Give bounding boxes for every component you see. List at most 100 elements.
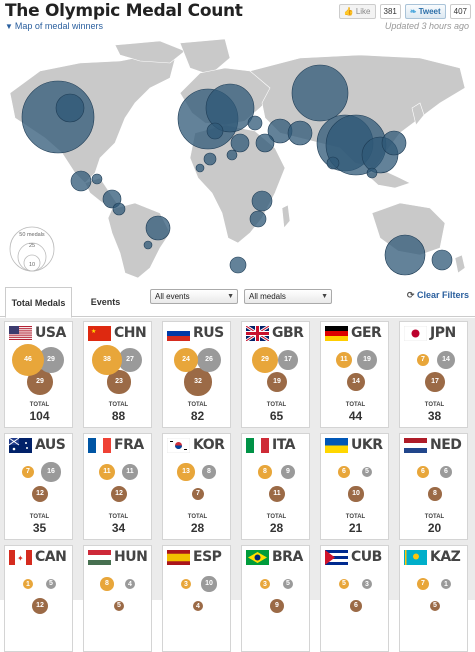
silver-medal-count[interactable]: 16 <box>41 462 61 482</box>
bubble-new-zealand[interactable] <box>431 249 453 271</box>
country-card-ned[interactable]: NED 6 6 8 TOTAL 20 <box>399 433 468 540</box>
silver-medal-count[interactable]: 5 <box>361 466 373 478</box>
gold-medal-count[interactable]: 6 <box>338 466 350 478</box>
bubble-morocco[interactable] <box>195 163 205 173</box>
bubble-mexico[interactable] <box>70 170 92 192</box>
country-card-usa[interactable]: USA 46 29 29 TOTAL 104 <box>4 321 73 428</box>
bubble-argentina[interactable] <box>143 240 153 250</box>
tab-events[interactable]: Events <box>90 297 121 307</box>
bubble-usa[interactable] <box>21 80 95 154</box>
bubble-iran[interactable] <box>287 120 313 146</box>
bronze-medal-count[interactable]: 12 <box>31 485 49 503</box>
country-card-ita[interactable]: ITA 8 9 11 TOTAL 28 <box>241 433 310 540</box>
silver-medal-count[interactable]: 14 <box>437 351 455 369</box>
gold-medal-count[interactable]: 7 <box>416 353 430 367</box>
country-card-gbr[interactable]: GBR 29 17 19 TOTAL 65 <box>241 321 310 428</box>
silver-medal-count[interactable]: 26 <box>196 347 222 373</box>
clear-filters-button[interactable]: ⟳ Clear Filters <box>407 290 469 301</box>
country-card-hun[interactable]: HUN 8 4 5 <box>83 545 152 652</box>
bronze-medal-count[interactable]: 8 <box>428 487 442 501</box>
gold-medal-count[interactable]: 3 <box>181 579 191 589</box>
gold-medal-count[interactable]: 11 <box>336 352 352 368</box>
silver-medal-count[interactable]: 9 <box>280 464 296 480</box>
gold-medal-count[interactable]: 13 <box>177 463 195 481</box>
silver-medal-count[interactable]: 6 <box>440 466 452 478</box>
tweet-button[interactable]: ❧ Tweet <box>404 4 446 19</box>
bubble-russia[interactable] <box>291 64 349 122</box>
country-card-ukr[interactable]: UKR 6 5 10 TOTAL 21 <box>320 433 389 540</box>
bronze-medal-count[interactable]: 9 <box>269 598 285 614</box>
bubble-australia[interactable] <box>384 234 426 276</box>
bubble-spain[interactable] <box>206 122 224 140</box>
country-card-chn[interactable]: ★ CHN 38 27 23 TOTAL 88 <box>83 321 152 428</box>
bronze-medal-count[interactable]: 11 <box>269 486 285 502</box>
silver-medal-count[interactable]: 4 <box>125 579 135 589</box>
gold-medal-count[interactable]: 7 <box>21 465 35 479</box>
country-card-bra[interactable]: BRA 3 5 9 <box>241 545 310 652</box>
bubble-kenya[interactable] <box>251 190 273 212</box>
silver-medal-count[interactable]: 17 <box>278 350 298 370</box>
gold-medal-count[interactable]: 29 <box>252 347 278 373</box>
silver-medal-count[interactable]: 10 <box>201 576 217 592</box>
bubble-italy[interactable] <box>230 133 250 153</box>
gold-medal-count[interactable]: 5 <box>338 578 350 590</box>
bubble-japan[interactable] <box>381 130 407 156</box>
bronze-medal-count[interactable]: 4 <box>193 601 203 611</box>
country-card-can[interactable]: ✦ CAN 1 5 12 <box>4 545 73 652</box>
bubble-egypt[interactable] <box>226 149 238 161</box>
gold-medal-count[interactable]: 1 <box>23 579 33 589</box>
map-link[interactable]: ▼ Map of medal winners <box>5 21 103 31</box>
gold-medal-count[interactable]: 7 <box>416 577 430 591</box>
silver-medal-count[interactable]: 1 <box>441 579 451 589</box>
gold-medal-count[interactable]: 11 <box>99 464 115 480</box>
country-card-ger[interactable]: GER 11 19 14 TOTAL 44 <box>320 321 389 428</box>
gold-medal-count[interactable]: 3 <box>260 579 270 589</box>
bronze-medal-count[interactable]: 5 <box>113 600 125 612</box>
bubble-ethiopia[interactable] <box>249 210 267 228</box>
bubble-cuba[interactable] <box>91 173 103 185</box>
gold-medal-count[interactable]: 6 <box>417 466 429 478</box>
country-card-cub[interactable]: CUB 5 3 6 <box>320 545 389 652</box>
country-card-fra[interactable]: FRA 11 11 12 TOTAL 34 <box>83 433 152 540</box>
medals-select[interactable]: All medals ▼ <box>244 289 332 304</box>
silver-medal-count[interactable]: 5 <box>45 578 57 590</box>
gold-medal-count[interactable]: 8 <box>258 465 272 479</box>
country-card-jpn[interactable]: JPN 7 14 17 TOTAL 38 <box>399 321 468 428</box>
country-card-aus[interactable]: AUS 7 16 12 TOTAL 35 <box>4 433 73 540</box>
country-card-rus[interactable]: RUS 24 26 32 TOTAL 82 <box>162 321 231 428</box>
bronze-medal-count[interactable]: 7 <box>191 487 205 501</box>
gold-medal-count[interactable]: 24 <box>174 348 198 372</box>
bronze-medal-count[interactable]: 14 <box>347 373 365 391</box>
bronze-medal-count[interactable]: 23 <box>107 370 131 394</box>
bronze-medal-count[interactable]: 12 <box>31 597 49 615</box>
bubble-brazil[interactable] <box>145 215 171 241</box>
bronze-medal-count[interactable]: 32 <box>184 368 212 396</box>
silver-medal-count[interactable]: 5 <box>282 578 294 590</box>
country-card-kaz[interactable]: KAZ 7 1 5 <box>399 545 468 652</box>
bubble-hungary[interactable] <box>247 115 263 131</box>
bronze-medal-count[interactable]: 19 <box>266 371 288 393</box>
bronze-medal-count[interactable]: 10 <box>348 486 364 502</box>
bubble-turkey[interactable] <box>255 133 275 153</box>
silver-medal-count[interactable]: 11 <box>122 464 138 480</box>
gold-medal-count[interactable]: 38 <box>92 345 122 375</box>
silver-medal-count[interactable]: 19 <box>356 349 378 371</box>
bronze-medal-count[interactable]: 6 <box>350 600 362 612</box>
country-card-kor[interactable]: KOR 13 8 7 TOTAL 28 <box>162 433 231 540</box>
bubble-india[interactable] <box>326 156 340 170</box>
bubble-canada[interactable] <box>55 93 85 123</box>
silver-medal-count[interactable]: 8 <box>202 465 216 479</box>
bronze-medal-count[interactable]: 5 <box>429 600 441 612</box>
world-map[interactable]: 50 medals 25 10 <box>0 33 475 278</box>
bubble-colombia[interactable] <box>112 202 126 216</box>
bubble-germany[interactable] <box>205 83 255 133</box>
bubble-tunisia[interactable] <box>203 152 217 166</box>
tab-total-medals[interactable]: Total Medals <box>5 287 72 318</box>
gold-medal-count[interactable]: 46 <box>11 343 45 377</box>
country-card-esp[interactable]: ESP 3 10 4 <box>162 545 231 652</box>
bronze-medal-count[interactable]: 17 <box>425 372 445 392</box>
silver-medal-count[interactable]: 3 <box>362 579 372 589</box>
bubble-thailand[interactable] <box>366 167 378 179</box>
like-button[interactable]: 👍 Like <box>338 4 376 19</box>
bronze-medal-count[interactable]: 12 <box>110 485 128 503</box>
